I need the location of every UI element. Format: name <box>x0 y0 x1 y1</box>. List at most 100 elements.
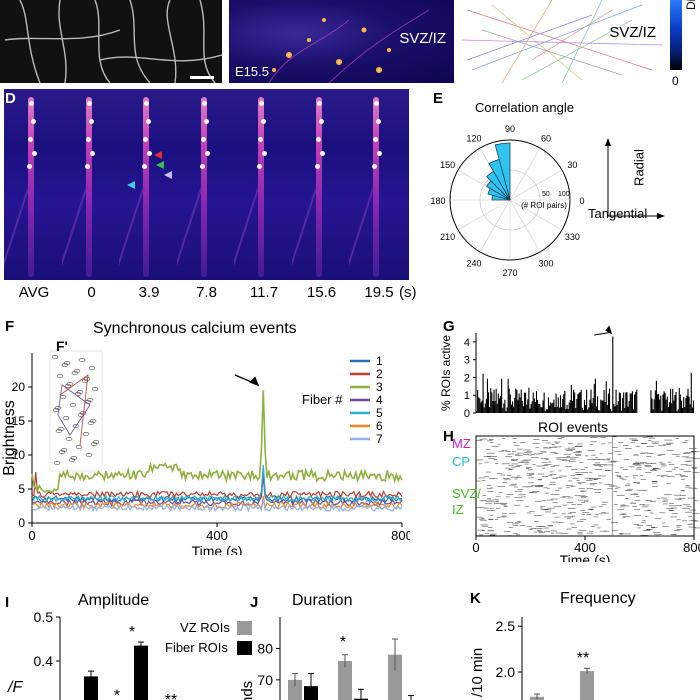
polar-angle-label: 90 <box>505 124 515 134</box>
hist-bar <box>606 405 608 413</box>
calcium-puncta <box>203 119 209 124</box>
hist-bar <box>558 407 560 413</box>
frame-time-label: 15.6 <box>306 284 337 301</box>
sig-star: ** <box>577 650 589 667</box>
calcium-puncta <box>89 151 95 156</box>
hist-bar <box>682 408 684 413</box>
calcium-puncta <box>318 119 324 124</box>
bar-vz <box>388 654 402 700</box>
y-tick-label: 0.3 <box>34 697 54 700</box>
hist-bar <box>614 406 616 413</box>
hist-bar <box>636 389 638 413</box>
series-line-7 <box>31 499 403 513</box>
hist-bar <box>513 406 515 413</box>
calcium-puncta <box>86 101 92 106</box>
legend-fiber-label: Fiber ROIs <box>165 640 228 655</box>
x-tick-label: 0 <box>472 540 479 555</box>
calcium-puncta <box>144 101 149 106</box>
hist-bar <box>574 392 576 413</box>
inset-roi <box>81 379 89 383</box>
hist-bar <box>613 404 615 413</box>
row-cp: CP <box>452 454 471 469</box>
polar-angle-label: 270 <box>502 268 517 278</box>
hist-bar <box>666 396 668 413</box>
polar-angle-label: 210 <box>440 232 455 242</box>
y-tick-label: 0 <box>18 516 25 530</box>
hist-bar <box>602 400 604 413</box>
inset-roi <box>57 427 65 431</box>
inset-roi <box>70 456 78 460</box>
hist-bar <box>546 409 548 413</box>
row-iz: IZ <box>452 502 464 517</box>
hist-bar <box>498 398 500 413</box>
hist-bar <box>521 400 523 413</box>
polar-spoke <box>509 169 563 201</box>
polar-angle-label: 120 <box>466 134 481 144</box>
hist-bar <box>481 400 483 413</box>
duration-chart: 607080nds* <box>240 617 414 700</box>
inset-roi <box>86 398 94 402</box>
hist-bar <box>634 394 636 413</box>
hist-bar <box>620 410 623 413</box>
fiber-trace <box>85 97 92 277</box>
hist-bar <box>592 397 594 413</box>
polar-angle-label: 330 <box>565 232 580 242</box>
hist-bar <box>566 404 568 413</box>
fiber-image-gray <box>4 0 222 83</box>
inset-roi <box>51 355 59 359</box>
inset-roi <box>75 445 83 449</box>
scale-bar <box>190 76 214 79</box>
hist-bar <box>578 393 580 413</box>
bar-vz <box>338 661 352 700</box>
svz-iz-label: SVZ/IZ <box>399 30 446 47</box>
hist-bar <box>683 397 685 413</box>
hist-bar <box>607 393 609 413</box>
hist-bar <box>658 393 660 413</box>
legend-label-3: 3 <box>376 380 383 394</box>
hist-bar <box>547 397 550 413</box>
inset-roi <box>66 382 74 386</box>
hist-bar <box>527 399 529 413</box>
colorbar-min: 0 <box>672 74 679 88</box>
sig-star: * <box>340 634 346 651</box>
calcium-puncta <box>28 137 33 142</box>
hist-bar <box>509 394 511 413</box>
hist-bar <box>604 401 606 413</box>
hist-bar <box>571 400 574 413</box>
hist-bar <box>661 410 663 413</box>
hist-bar <box>576 398 578 413</box>
inset-roi <box>89 419 97 423</box>
frame-time-label: 0 <box>87 284 96 301</box>
hist-bar <box>583 399 586 413</box>
polar-angle-label: 60 <box>541 134 551 144</box>
inset-roi <box>55 429 63 433</box>
hist-bar <box>540 407 542 413</box>
hist-bar <box>563 394 565 413</box>
calcium-puncta <box>199 164 205 169</box>
row-mz: MZ <box>452 436 471 451</box>
hist-bar <box>628 401 630 413</box>
calcium-puncta <box>88 119 94 124</box>
panel-k-letter: K <box>470 590 481 607</box>
y-axis-label: Brightness <box>1 400 18 476</box>
legend-label-4: 4 <box>376 393 383 407</box>
hist-bar <box>610 408 612 413</box>
hist-bar <box>531 401 533 413</box>
hist-bar <box>530 404 532 413</box>
series-line-4 <box>31 475 403 508</box>
row-svz: SVZ/ <box>452 486 481 501</box>
hist-bar <box>508 388 510 413</box>
calcium-puncta <box>262 151 267 156</box>
hist-bar <box>489 407 491 413</box>
y-tick-label: 2 <box>464 372 470 384</box>
hist-bar <box>626 392 628 413</box>
legend-label-7: 7 <box>376 432 383 446</box>
hist-bar <box>495 388 497 413</box>
calcium-puncta <box>142 164 147 169</box>
series-line-5 <box>31 465 403 503</box>
hist-bar <box>595 406 597 413</box>
polar-wedge <box>488 158 511 201</box>
polar-title: Correlation angle <box>475 100 575 115</box>
hist-bar <box>506 407 508 413</box>
